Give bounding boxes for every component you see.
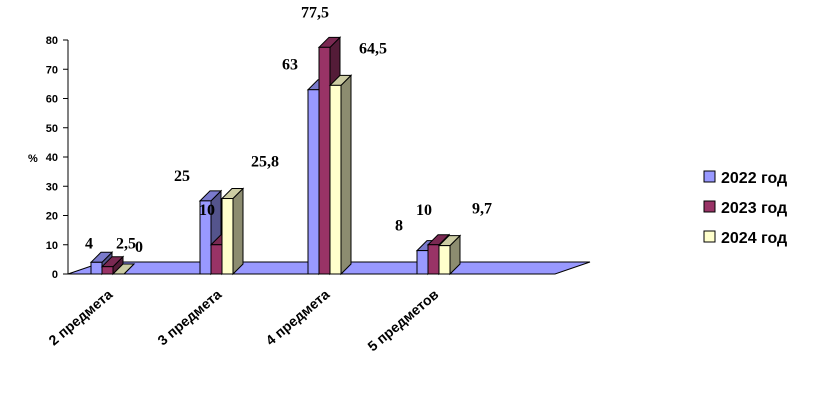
legend-label: 2024 год	[721, 230, 787, 247]
legend-label: 2023 год	[721, 200, 787, 217]
data-label: 63	[282, 57, 298, 74]
category-label: 5 предметов	[364, 286, 441, 355]
data-label: 77,5	[301, 4, 329, 21]
bar	[111, 263, 136, 275]
data-label: 4	[85, 235, 93, 252]
data-label: 25	[174, 168, 190, 185]
y-tick-label: 80	[46, 35, 58, 47]
y-tick-label: 60	[46, 94, 58, 106]
data-label: 10	[199, 202, 215, 219]
bar	[100, 255, 125, 276]
y-tick-label: 20	[46, 211, 58, 223]
y-tick-label: 50	[46, 123, 58, 135]
legend-item: 2022 год	[703, 170, 787, 187]
bars	[89, 36, 462, 276]
y-tick-label: 30	[46, 181, 58, 193]
legend-label: 2022 год	[721, 170, 787, 187]
legend-swatch	[703, 200, 716, 213]
category-label: 3 предмета	[154, 286, 224, 349]
bar	[328, 74, 353, 276]
data-label: 2,5	[116, 236, 136, 253]
data-label: 10	[416, 202, 432, 219]
y-ticks: 0 10 20 30 40 50 60 70 80	[46, 35, 68, 281]
legend-swatch	[703, 170, 716, 183]
category-labels: 2 предмета 3 предмета 4 предмета 5 предмето…	[45, 286, 441, 355]
y-tick-label: 40	[46, 152, 58, 164]
legend-item: 2023 год	[703, 200, 787, 217]
legend-item: 2024 год	[703, 230, 787, 247]
data-label: 8	[395, 218, 403, 235]
y-tick-label: 70	[46, 64, 58, 76]
data-label: 0	[135, 239, 143, 256]
data-labels: 4 2,5 0 25 10 25,8 63 77,5 64,5 8 10 9,7	[85, 4, 492, 256]
legend: 2022 год 2023 год 2024 год	[703, 170, 787, 247]
y-axis-label: %	[28, 153, 38, 165]
y-tick-label: 10	[46, 240, 58, 252]
data-label: 9,7	[472, 201, 492, 218]
category-label: 4 предмета	[262, 286, 332, 349]
data-label: 64,5	[359, 40, 387, 57]
category-label: 2 предмета	[45, 286, 115, 349]
bar	[220, 187, 245, 276]
y-tick-label: 0	[52, 269, 58, 281]
legend-swatch	[703, 230, 716, 243]
bar	[437, 234, 462, 276]
data-label: 25,8	[251, 154, 279, 171]
